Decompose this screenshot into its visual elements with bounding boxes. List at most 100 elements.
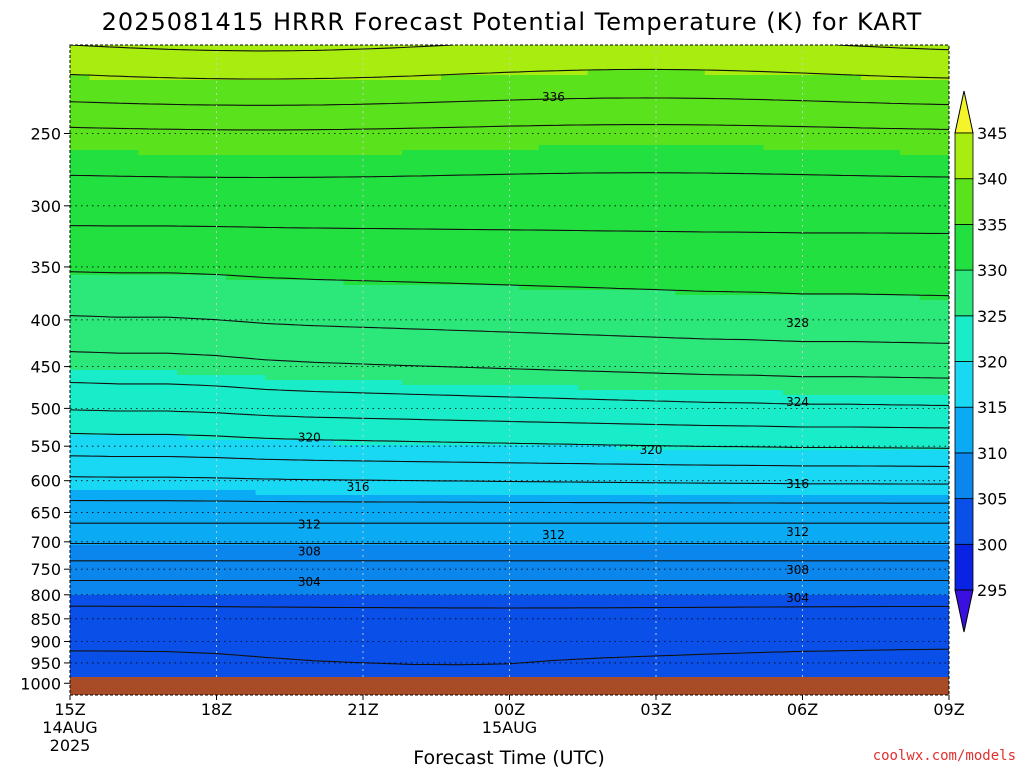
colorbar-bin [954,223,974,271]
credit-link[interactable]: coolwx.com/models [873,748,1016,764]
field-cell [70,305,949,311]
field-cell [70,430,949,436]
field-cell [70,375,266,381]
field-cell [70,70,589,76]
colorbar-extend-bottom [954,589,974,633]
field-cell [70,315,949,321]
contour-labels: 336 328 324 320 320 316 316 312 312 312 308 308 304 3… [298,90,809,605]
field-cell [70,615,949,621]
colorbar-tick-label: 305 [977,490,1008,509]
field-cell [919,295,949,301]
contour-label-text: 312 [542,528,565,542]
colorbar-bin [954,315,974,362]
colorbar-tick-label: 330 [977,261,1008,280]
field-cell [70,330,949,336]
field-cell [70,90,949,96]
contour-336 [70,124,949,131]
field-cell [70,425,949,431]
field-cell [70,515,949,521]
contour-328 [70,315,949,344]
field-cell [861,75,949,81]
field-cell [70,405,949,411]
field-cell [70,485,949,491]
contour-label-text: 336 [542,90,565,104]
colorbar-bin [954,543,974,591]
field-cell [70,145,540,151]
x-tick-label: 09Z [933,700,964,719]
contour-340 [70,68,949,80]
field-cell [70,360,949,366]
colorbar-bin [954,452,974,499]
y-tick-label: 500 [30,399,61,418]
isentrope-contours [70,45,949,695]
field-cell [265,375,949,381]
y-axis: 250 300 350 400 450 500 550 600 650 700 750 800 850 9… [20,124,70,693]
field-cell [70,220,949,226]
field-cell [70,130,949,136]
field-cell [70,420,949,426]
colorbar-tick-label: 320 [977,353,1008,372]
field-cell [402,380,949,386]
field-cell [70,210,949,216]
contour-label-text: 308 [298,544,321,558]
field-cell [70,280,345,286]
contour-label-text: 324 [786,395,809,409]
colorbar-tick-label: 325 [977,307,1008,326]
field-cell [70,575,949,581]
ground-surface [70,677,949,695]
contour-label-text: 312 [786,525,809,539]
field-cell [782,390,949,396]
field-cell [519,285,949,291]
contour-label-308: 308 [786,563,809,577]
field-cell [70,600,949,606]
x-axis: 15Z 14AUG 2025 18Z 21Z 00Z 15AUG 03Z 06Z 09Z [42,695,965,755]
field-cell [70,310,949,316]
field-cell [89,75,442,81]
field-cell [70,105,949,111]
field-cell [70,245,949,251]
contour-label-336: 336 [542,90,565,104]
field-cell [70,400,949,406]
contour-label-text: 304 [298,575,321,589]
field-cell [675,290,949,296]
field-cell [577,385,949,391]
contour-label-text: 304 [786,591,809,605]
field-cell [70,120,949,126]
field-cell [70,545,949,551]
field-cell [177,370,949,376]
field-cell [333,440,949,446]
field-cell [70,100,949,106]
field-cell [70,340,949,346]
x-tick-label: 00Z 15AUG [482,700,537,737]
contour-label-text: 320 [640,443,663,457]
contour-342 [70,45,949,52]
field-cell [343,280,949,286]
contour-label-text: 320 [298,430,321,444]
field-cell [226,275,949,281]
colorbar-tick-label: 295 [977,581,1008,600]
contour-label-320: 320 [298,430,321,444]
x-tick-label: 06Z [787,700,818,719]
field-cell [70,525,949,531]
field-cell [70,660,949,666]
field-cell [70,180,949,186]
field-cell [70,580,949,586]
field-cell [70,390,784,396]
x-tick-label: 18Z [201,700,232,719]
contour-318 [70,455,949,467]
y-tick-label: 650 [30,503,61,522]
field-cell [70,255,949,261]
x-axis-label: Forecast Time (UTC) [413,747,604,768]
field-cell [70,300,949,306]
field-cell [70,65,949,71]
y-tick-label: 750 [30,560,61,579]
field-cell [70,335,949,341]
field-cell [70,275,227,281]
contour-320 [70,432,949,449]
field-cell [70,380,403,386]
field-cell [70,370,179,376]
field-cell [616,445,949,451]
field-cell [70,645,949,651]
contour-label-304: 304 [298,575,321,589]
